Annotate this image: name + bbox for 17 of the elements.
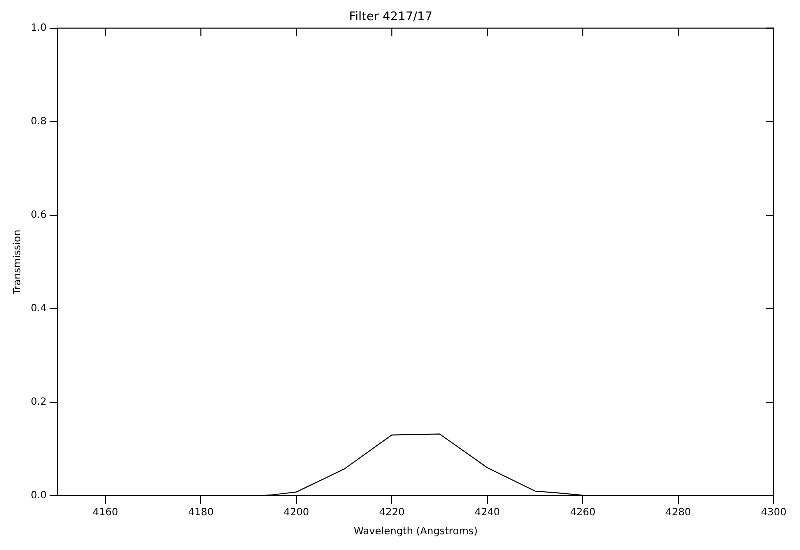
y-tick-label: 0.2 xyxy=(30,397,47,408)
x-tick-label: 4200 xyxy=(284,508,310,519)
x-tick-label: 4240 xyxy=(474,508,500,519)
y-tick-label: 1.0 xyxy=(30,22,47,34)
x-tick-label: 4260 xyxy=(570,508,596,519)
x-tick-label: 4300 xyxy=(761,508,787,519)
x-tick-label: 4280 xyxy=(666,508,692,519)
x-tick-label: 4160 xyxy=(92,508,118,519)
y-tick-label: 0.4 xyxy=(30,304,47,315)
x-tick-label: 4180 xyxy=(188,508,214,519)
y-tick-label: 0.0 xyxy=(30,490,47,502)
y-tick-label: 0.6 xyxy=(30,210,47,222)
chart-title: Filter 4217/17 xyxy=(349,9,433,24)
x-tick-label: 4220 xyxy=(379,508,405,519)
y-tick-label: 0.8 xyxy=(30,116,47,128)
x-axis-title: Wavelength (Angstroms) xyxy=(354,526,478,538)
y-axis-title: Transmission xyxy=(12,230,24,296)
